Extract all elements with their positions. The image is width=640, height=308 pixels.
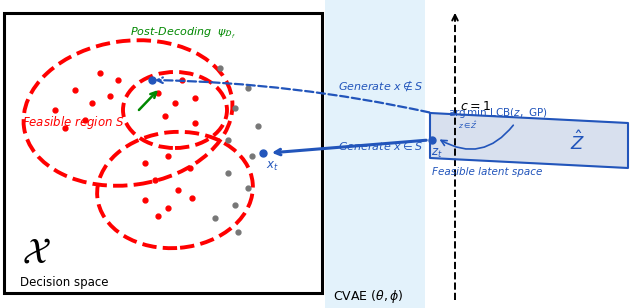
Text: Generate $x \in S$: Generate $x \in S$ xyxy=(338,140,423,152)
Polygon shape xyxy=(430,113,628,168)
Text: $\mathcal{X}$: $\mathcal{X}$ xyxy=(22,236,51,270)
Text: Feasible region $S$: Feasible region $S$ xyxy=(22,114,125,131)
Text: Post-Decoding  $\psi_{\mathcal{D}_f}$: Post-Decoding $\psi_{\mathcal{D}_f}$ xyxy=(130,26,236,41)
Text: $\hat{Z}$: $\hat{Z}$ xyxy=(570,130,585,154)
Text: $z_t$: $z_t$ xyxy=(431,147,443,160)
Text: Feasible latent space: Feasible latent space xyxy=(432,167,542,177)
Text: $\underset{z \in \hat{Z}}{\arg\min}$ LCB$(z,$ GP$)$: $\underset{z \in \hat{Z}}{\arg\min}$ LCB… xyxy=(448,106,547,131)
Bar xyxy=(4,13,322,293)
Text: $c = 1$: $c = 1$ xyxy=(460,100,491,113)
Bar xyxy=(325,0,425,308)
Text: $x_t$: $x_t$ xyxy=(266,160,279,173)
Text: Generate $x \notin S$: Generate $x \notin S$ xyxy=(338,79,423,93)
Text: Decision space: Decision space xyxy=(20,276,109,289)
Text: CVAE $(\theta, \phi)$: CVAE $(\theta, \phi)$ xyxy=(333,288,404,305)
